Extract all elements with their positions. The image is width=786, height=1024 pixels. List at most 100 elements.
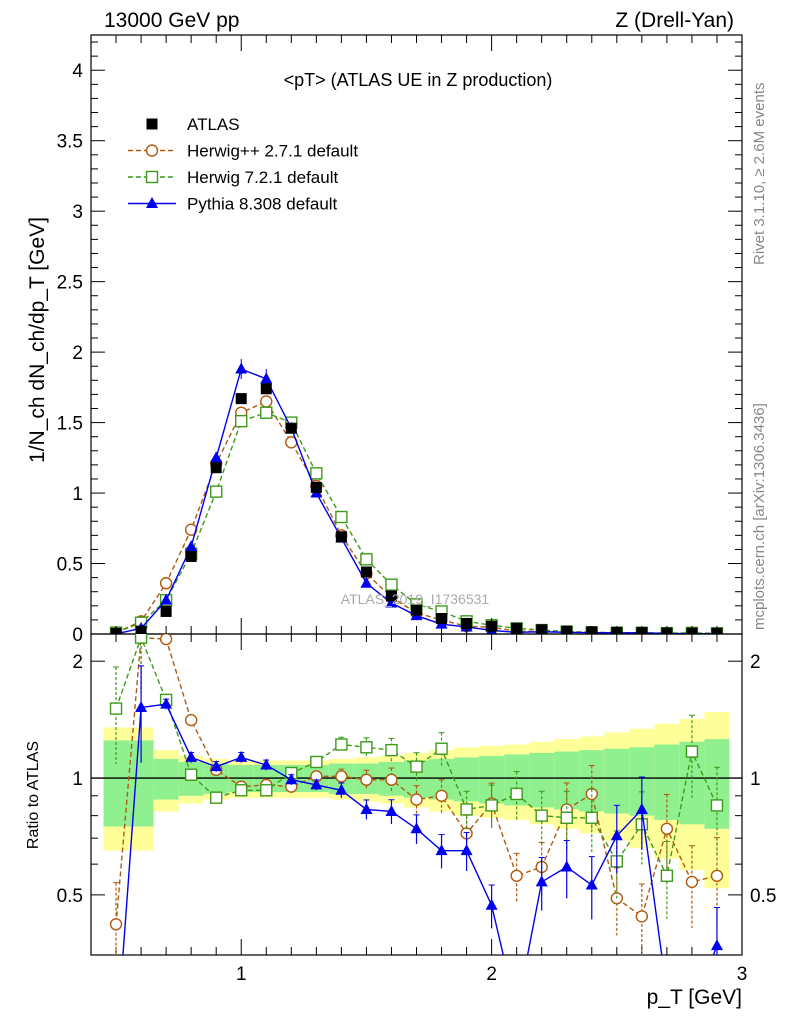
watermark-label: ATLAS_2019_I1736531 <box>341 591 490 607</box>
herwig7-ratio-point <box>660 869 674 882</box>
ratio-y-axis-title: Ratio to ATLAS <box>25 741 42 849</box>
herwig7-ratio-point <box>109 702 123 715</box>
main-y-ticks: 0 0.5 1 1.5 2 2.5 3 3.5 4 <box>57 41 742 646</box>
pythia-ratio-point <box>260 758 273 770</box>
atlas-point <box>285 422 297 434</box>
pythia-ratio-point <box>360 802 373 814</box>
pythia-ratio-point <box>560 860 573 872</box>
herwig7-ratio-point <box>209 791 223 804</box>
herwig-pp-ratio-point <box>385 773 398 786</box>
process-label: Z (Drell-Yan) <box>615 9 734 32</box>
atlas-point <box>160 605 172 617</box>
herwig7-ratio-point <box>535 809 548 822</box>
ratio-y-tick-label: 1 <box>72 769 83 790</box>
pythia-point <box>260 372 273 384</box>
legend-label: ATLAS <box>187 115 240 134</box>
atlas-point <box>335 531 347 543</box>
herwig-pp-ratio-point <box>510 869 523 882</box>
herwig7-ratio-point <box>335 738 348 751</box>
ratio-uncertainty-bands <box>103 711 730 889</box>
legend-marker <box>146 197 158 208</box>
legend-label: Herwig++ 2.7.1 default <box>187 142 358 161</box>
legend-label: Pythia 8.308 default <box>187 195 338 214</box>
atlas-point <box>411 604 422 616</box>
ratio-y-tick-label: 0.5 <box>57 886 83 907</box>
pythia-ratio-point <box>485 898 498 910</box>
legend-entry-herwig7: Herwig 7.2.1 default <box>128 168 338 187</box>
x-tick-label: 1 <box>236 964 247 985</box>
rivet-version-label: Rivet 3.1.10, ≥ 2.6M events <box>751 83 768 266</box>
legend-marker <box>145 144 159 157</box>
atlas-point <box>235 393 247 405</box>
ratio-y-ticks: 0.5 0.5 1 1 2 2 <box>57 652 777 907</box>
herwig7-point <box>335 510 348 524</box>
herwig-pp-point <box>159 577 173 590</box>
herwig-pp-ratio-point <box>360 773 373 786</box>
herwig7-ratio-point <box>310 755 323 769</box>
herwig7-ratio-point <box>585 811 598 824</box>
atlas-point <box>185 550 197 562</box>
pythia-point <box>360 576 373 588</box>
atlas-point <box>260 383 272 395</box>
ratio-series <box>109 634 724 1016</box>
plot-title: <pT> (ATLAS UE in Z production) <box>284 70 553 90</box>
legend: ATLAS Herwig++ 2.7.1 default Herwig 7.2.1 … <box>128 115 358 214</box>
inner-band-bin <box>604 748 630 814</box>
atlas-point <box>461 617 473 629</box>
pythia-ratio-point <box>235 750 248 762</box>
ratio-y-tick-label-right: 0.5 <box>750 886 776 907</box>
pythia-point <box>235 362 248 374</box>
herwig7-ratio-point <box>235 784 248 797</box>
herwig-pp-ratio-point <box>660 822 674 835</box>
y-tick-label: 2.5 <box>57 273 83 294</box>
legend-entry-atlas: ATLAS <box>146 115 240 134</box>
pythia-ratio-point <box>335 783 348 795</box>
herwig-pp-ratio-point <box>335 770 348 783</box>
herwig7-point <box>235 414 248 428</box>
herwig7-ratio-point <box>410 760 423 773</box>
main-series <box>109 359 724 634</box>
energy-label: 13000 GeV pp <box>104 9 239 32</box>
y-tick-label: 4 <box>72 61 83 82</box>
herwig-pp-ratio-point <box>710 869 724 882</box>
ratio-y-tick-label-right: 1 <box>750 769 761 790</box>
inner-band-bin <box>454 757 480 802</box>
pythia-ratio-point <box>511 1005 523 1016</box>
legend-label: Herwig 7.2.1 default <box>187 168 338 187</box>
pythia-point <box>210 451 223 463</box>
mcplots-label: mcplots.cern.ch [arXiv:1306.3436] <box>751 403 768 630</box>
x-tick-label: 2 <box>486 964 497 985</box>
herwig7-ratio-point <box>710 799 724 812</box>
main-plot-area: 0 0.5 1 1.5 2 2.5 3 3.5 4 <box>57 34 743 646</box>
pythia-ratio-point <box>710 939 723 951</box>
herwig7-ratio-point <box>435 742 448 755</box>
y-tick-label: 0.5 <box>57 555 83 576</box>
y-tick-label: 3 <box>72 202 83 223</box>
y-tick-label: 1.5 <box>57 414 83 435</box>
inner-band-bin <box>654 744 680 820</box>
atlas-point <box>436 612 448 624</box>
pythia-ratio-point <box>285 773 298 785</box>
atlas-point <box>210 462 222 474</box>
herwig7-ratio-point <box>184 768 198 781</box>
pythia-ratio-point <box>385 804 398 816</box>
pythia-ratio-series <box>122 665 723 1016</box>
pythia-ratio-point <box>135 700 148 712</box>
herwig-pp-point <box>184 523 198 536</box>
pythia-ratio-point <box>410 822 423 834</box>
herwig7-point <box>310 467 323 480</box>
pythia-ratio-point <box>535 875 548 887</box>
herwig-pp-ratio-point <box>109 918 123 931</box>
herwig7-point <box>360 553 373 566</box>
y-tick-label: 0 <box>72 625 83 646</box>
herwig7-point <box>260 406 273 419</box>
pythia-ratio-point <box>460 844 473 856</box>
pythia-ratio-point <box>160 697 173 709</box>
pythia-ratio-point <box>310 778 323 790</box>
x-tick-label: 3 <box>737 964 748 985</box>
pythia-ratio-point <box>435 844 448 856</box>
herwig-pp-ratio-point <box>685 875 699 889</box>
herwig7-ratio-point <box>685 745 699 758</box>
ratio-y-tick-label-right: 2 <box>750 652 761 673</box>
